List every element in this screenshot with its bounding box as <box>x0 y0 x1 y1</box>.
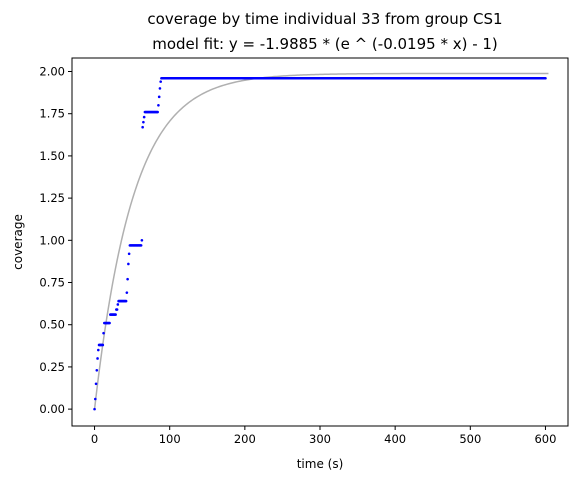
y-tick-label: 0.00 <box>39 402 65 416</box>
x-tick-label: 400 <box>384 432 406 446</box>
observed-point <box>116 308 119 311</box>
chart-subtitle: model fit: y = -1.9885 * (e ^ (-0.0195 *… <box>152 35 498 53</box>
observed-point <box>127 263 130 266</box>
x-axis-label: time (s) <box>297 457 344 471</box>
observed-point <box>126 291 129 294</box>
observed-point <box>143 116 146 119</box>
y-tick-label: 1.00 <box>39 233 65 247</box>
observed-point <box>142 121 145 124</box>
observed-point <box>544 77 547 80</box>
observed-point <box>117 303 120 306</box>
observed-point <box>158 96 161 99</box>
y-tick-label: 1.50 <box>39 149 65 163</box>
y-tick-label: 0.75 <box>39 276 65 290</box>
x-tick-label: 100 <box>159 432 181 446</box>
observed-points-layer <box>93 77 547 410</box>
observed-point <box>102 344 105 347</box>
observed-point <box>97 349 100 352</box>
x-axis-ticks: 0 100 200 300 400 500 600 <box>91 426 557 446</box>
fit-curve-layer <box>95 73 549 409</box>
y-tick-label: 0.25 <box>39 360 65 374</box>
observed-point <box>140 244 143 247</box>
chart-title: coverage by time individual 33 from grou… <box>147 10 502 28</box>
observed-point <box>125 300 128 303</box>
observed-point <box>95 383 98 386</box>
observed-point <box>96 357 99 360</box>
observed-point <box>156 111 159 114</box>
observed-point <box>159 80 162 83</box>
observed-point <box>93 408 96 411</box>
observed-point <box>96 369 99 372</box>
observed-point <box>102 332 105 335</box>
observed-point <box>94 398 97 401</box>
x-tick-label: 200 <box>234 432 256 446</box>
y-tick-label: 2.00 <box>39 65 65 79</box>
observed-point <box>141 126 144 129</box>
x-tick-label: 300 <box>309 432 331 446</box>
y-tick-label: 1.75 <box>39 107 65 121</box>
observed-point <box>141 239 144 242</box>
observed-point <box>128 253 131 256</box>
y-axis-ticks: 0.00 0.25 0.50 0.75 1.00 1.25 1.50 1.75 2.00 <box>39 65 72 417</box>
x-tick-label: 0 <box>91 432 98 446</box>
y-tick-label: 0.50 <box>39 318 65 332</box>
observed-point <box>108 322 111 325</box>
observed-point <box>159 87 162 90</box>
observed-point <box>114 313 117 316</box>
y-tick-label: 1.25 <box>39 191 65 205</box>
model-fit-line <box>95 73 549 409</box>
observed-point <box>126 278 129 281</box>
y-axis-label: coverage <box>11 214 25 270</box>
x-tick-label: 500 <box>459 432 481 446</box>
observed-point <box>157 104 160 107</box>
x-tick-label: 600 <box>534 432 556 446</box>
